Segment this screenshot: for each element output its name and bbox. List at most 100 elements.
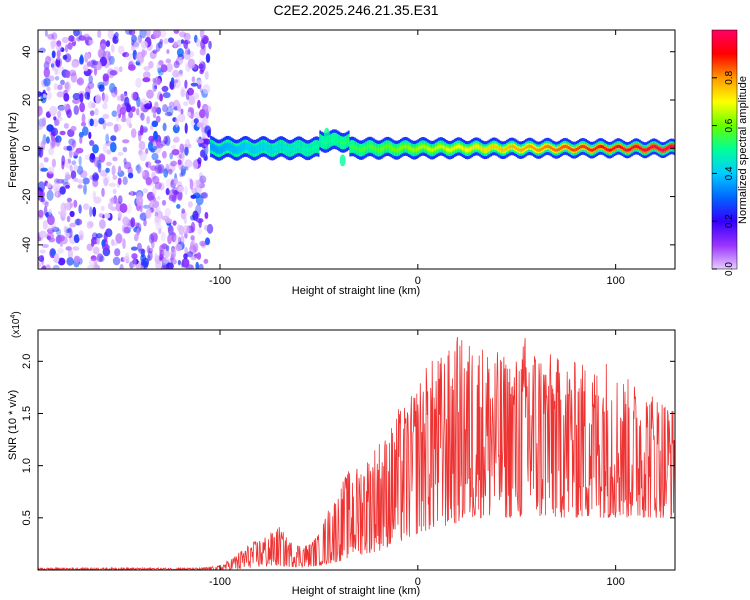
- signal-cell: [498, 147, 500, 151]
- noise-blob: [191, 187, 197, 194]
- noise-blob: [87, 264, 96, 269]
- noise-blob: [131, 34, 137, 43]
- noise-blob: [179, 31, 187, 38]
- signal-cell: [385, 144, 388, 149]
- noise-blob: [46, 182, 52, 188]
- signal-cell: [578, 146, 581, 149]
- signal-cell: [667, 146, 670, 149]
- signal-cell: [230, 145, 233, 150]
- signal-cell: [626, 148, 629, 152]
- signal-cell: [490, 145, 492, 149]
- signal-cell: [347, 138, 350, 143]
- noise-blob: [136, 166, 143, 174]
- signal-cell: [324, 141, 326, 145]
- signal-cell: [645, 148, 648, 152]
- noise-blob: [110, 135, 117, 142]
- noise-blob: [82, 65, 89, 72]
- signal-cell: [620, 145, 622, 149]
- signal-cell: [569, 147, 572, 151]
- spectrogram-y-ticks: -40 -20 0 20 40: [21, 46, 675, 253]
- signal-cell: [265, 145, 268, 150]
- noise-blob: [98, 153, 106, 163]
- noise-blob: [112, 35, 119, 45]
- noise-blob: [168, 101, 175, 108]
- noise-blob: [141, 49, 146, 58]
- noise-blob: [102, 113, 110, 120]
- noise-blob: [94, 173, 100, 181]
- noise-blob: [65, 228, 72, 234]
- signal-cell: [558, 147, 561, 151]
- noise-blob: [146, 89, 154, 99]
- noise-blob: [176, 181, 182, 187]
- noise-blob: [145, 30, 151, 38]
- signal-cell: [438, 145, 440, 149]
- noise-blob: [110, 142, 117, 153]
- noise-blob: [173, 234, 181, 245]
- signal-cell: [406, 145, 409, 149]
- signal-cell: [520, 148, 523, 152]
- noise-blob: [39, 249, 46, 254]
- noise-blob: [99, 43, 107, 50]
- noise-blob: [78, 155, 82, 166]
- signal-cell: [531, 145, 534, 149]
- noise-blob: [170, 160, 178, 167]
- signal-cell: [282, 145, 285, 149]
- signal-cell: [439, 144, 442, 148]
- noise-blob: [69, 210, 75, 218]
- signal-cell: [458, 144, 461, 149]
- signal-cell: [502, 148, 505, 152]
- signal-cell: [314, 144, 317, 149]
- signal-cell: [457, 144, 459, 149]
- noise-blob: [51, 140, 56, 149]
- signal-cell: [495, 145, 497, 149]
- noise-blob: [171, 144, 177, 150]
- noise-blob: [163, 257, 169, 264]
- noise-blob: [117, 212, 122, 219]
- signal-cell: [279, 144, 282, 149]
- signal-cell: [263, 144, 266, 149]
- noise-blob: [94, 256, 98, 267]
- noise-blob: [162, 122, 167, 132]
- noise-blob: [88, 75, 93, 84]
- noise-blob: [44, 201, 49, 208]
- signal-cell: [466, 148, 469, 152]
- noise-blob: [38, 261, 41, 268]
- signal-cell: [556, 148, 559, 152]
- signal-cell: [491, 145, 494, 149]
- noise-blob: [74, 218, 83, 226]
- noise-blob: [102, 175, 111, 184]
- signal-cell: [615, 145, 618, 149]
- noise-blob: [145, 177, 153, 186]
- noise-blob: [104, 50, 110, 59]
- noise-blob: [98, 84, 105, 92]
- noise-blob: [92, 262, 99, 269]
- signal-cell: [534, 147, 537, 151]
- signal-cell: [240, 146, 242, 151]
- signal-cell: [387, 144, 390, 149]
- noise-blob: [166, 63, 173, 73]
- noise-blob: [71, 160, 77, 166]
- noise-blob: [130, 246, 138, 251]
- noise-blob: [88, 221, 94, 228]
- noise-blob: [90, 255, 97, 262]
- noise-blob: [127, 64, 136, 71]
- noise-blob: [52, 264, 60, 269]
- noise-blob: [166, 49, 170, 54]
- noise-blob: [92, 178, 99, 188]
- signal-cell: [362, 148, 364, 152]
- noise-blob: [50, 139, 54, 150]
- noise-blob: [136, 163, 141, 174]
- signal-cell: [442, 145, 445, 149]
- signal-cell: [547, 144, 549, 148]
- signal-cell: [661, 148, 663, 152]
- signal-cell: [566, 145, 568, 149]
- signal-cell: [612, 147, 614, 151]
- noise-blob: [144, 103, 153, 110]
- signal-cell: [214, 147, 217, 151]
- noise-blob: [102, 102, 108, 110]
- signal-cell: [646, 148, 649, 151]
- signal-cell: [493, 144, 496, 148]
- noise-blob: [46, 86, 51, 92]
- noise-blob: [151, 152, 159, 161]
- noise-blob: [67, 248, 73, 260]
